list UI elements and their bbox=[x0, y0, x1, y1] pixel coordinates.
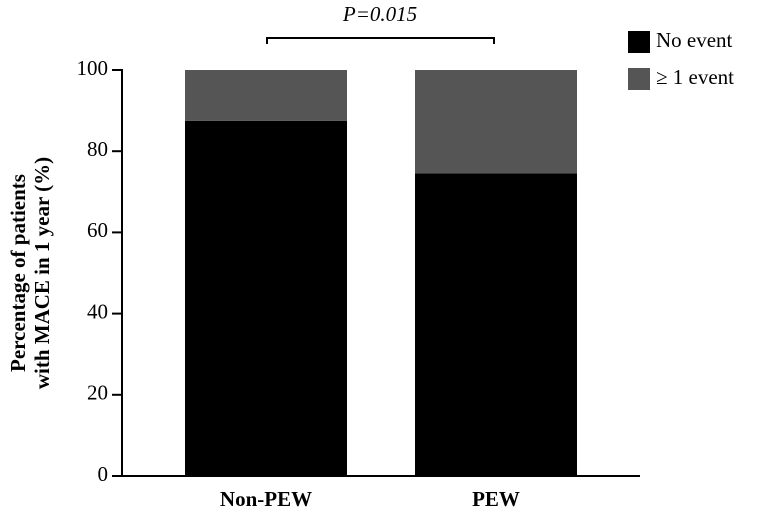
legend-swatch bbox=[628, 31, 650, 53]
p-value-annotation: P=0.015 bbox=[342, 2, 417, 26]
bar-segment bbox=[415, 173, 577, 476]
bar-segment bbox=[415, 70, 577, 174]
y-tick-label: 40 bbox=[87, 299, 108, 323]
y-tick-label: 0 bbox=[98, 462, 109, 486]
y-axis-label: with MACE in 1 year (%) bbox=[30, 157, 54, 389]
y-axis-label: Percentage of patients bbox=[6, 174, 30, 372]
y-tick-label: 60 bbox=[87, 218, 108, 242]
legend-label: ≥ 1 event bbox=[656, 65, 734, 89]
y-tick-label: 20 bbox=[87, 381, 108, 405]
x-tick-label: Non-PEW bbox=[220, 487, 312, 511]
bar-segment bbox=[185, 120, 347, 476]
legend-label: No event bbox=[656, 28, 733, 52]
bar-segment bbox=[185, 70, 347, 121]
legend-swatch bbox=[628, 68, 650, 90]
significance-bracket bbox=[266, 37, 495, 44]
x-tick-label: PEW bbox=[472, 487, 520, 511]
y-tick-label: 80 bbox=[87, 137, 108, 161]
y-tick-label: 100 bbox=[77, 56, 109, 80]
